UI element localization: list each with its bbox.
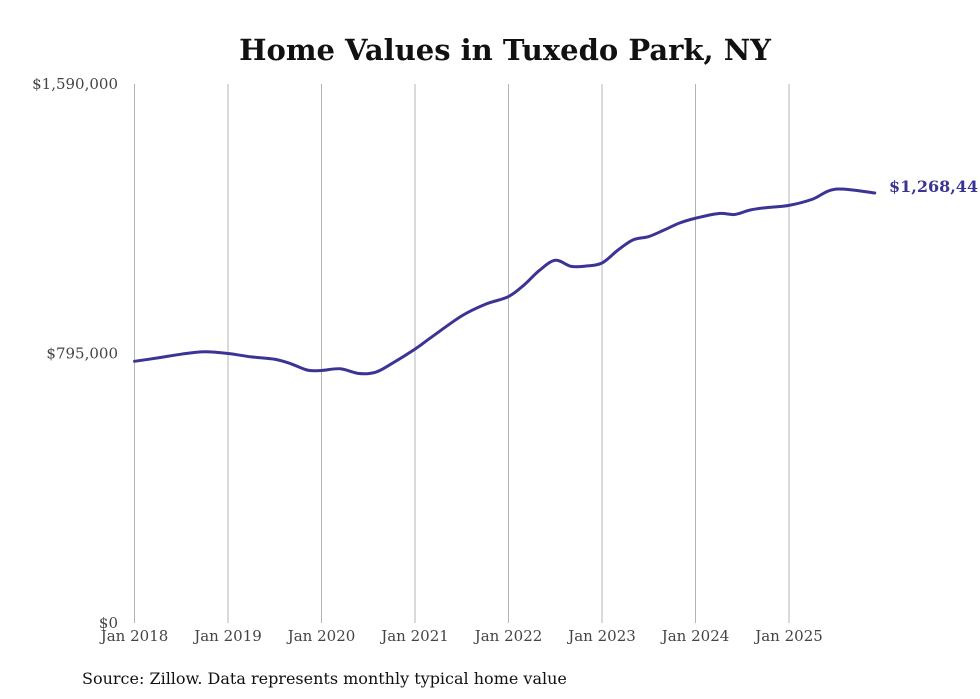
chart-title: Home Values in Tuxedo Park, NY	[239, 33, 771, 67]
y-tick-label: $795,000	[46, 345, 118, 363]
x-tick-label: Jan 2019	[192, 627, 262, 645]
y-tick-label: $1,590,000	[32, 75, 118, 93]
series-line	[133, 187, 877, 376]
x-axis-ticks: Jan 2018 Jan 2019 Jan 2020 Jan 2021 Jan 2022…	[99, 627, 823, 645]
x-tick-label: Jan 2023	[566, 627, 636, 645]
x-tick-label: Jan 2018	[99, 627, 169, 645]
x-gridlines	[134, 84, 790, 623]
x-tick-label: Jan 2024	[660, 627, 730, 645]
y-axis-ticks: $0 $795,000 $1,590,000	[32, 75, 118, 632]
y-tick-label: $0	[99, 614, 118, 632]
x-tick-label: Jan 2025	[753, 627, 823, 645]
last-value-label: $1,268,44	[889, 177, 978, 196]
x-tick-label: Jan 2022	[473, 627, 543, 645]
source-note: Source: Zillow. Data represents monthly …	[82, 669, 567, 688]
x-tick-label: Jan 2021	[379, 627, 449, 645]
x-tick-label: Jan 2020	[286, 627, 356, 645]
